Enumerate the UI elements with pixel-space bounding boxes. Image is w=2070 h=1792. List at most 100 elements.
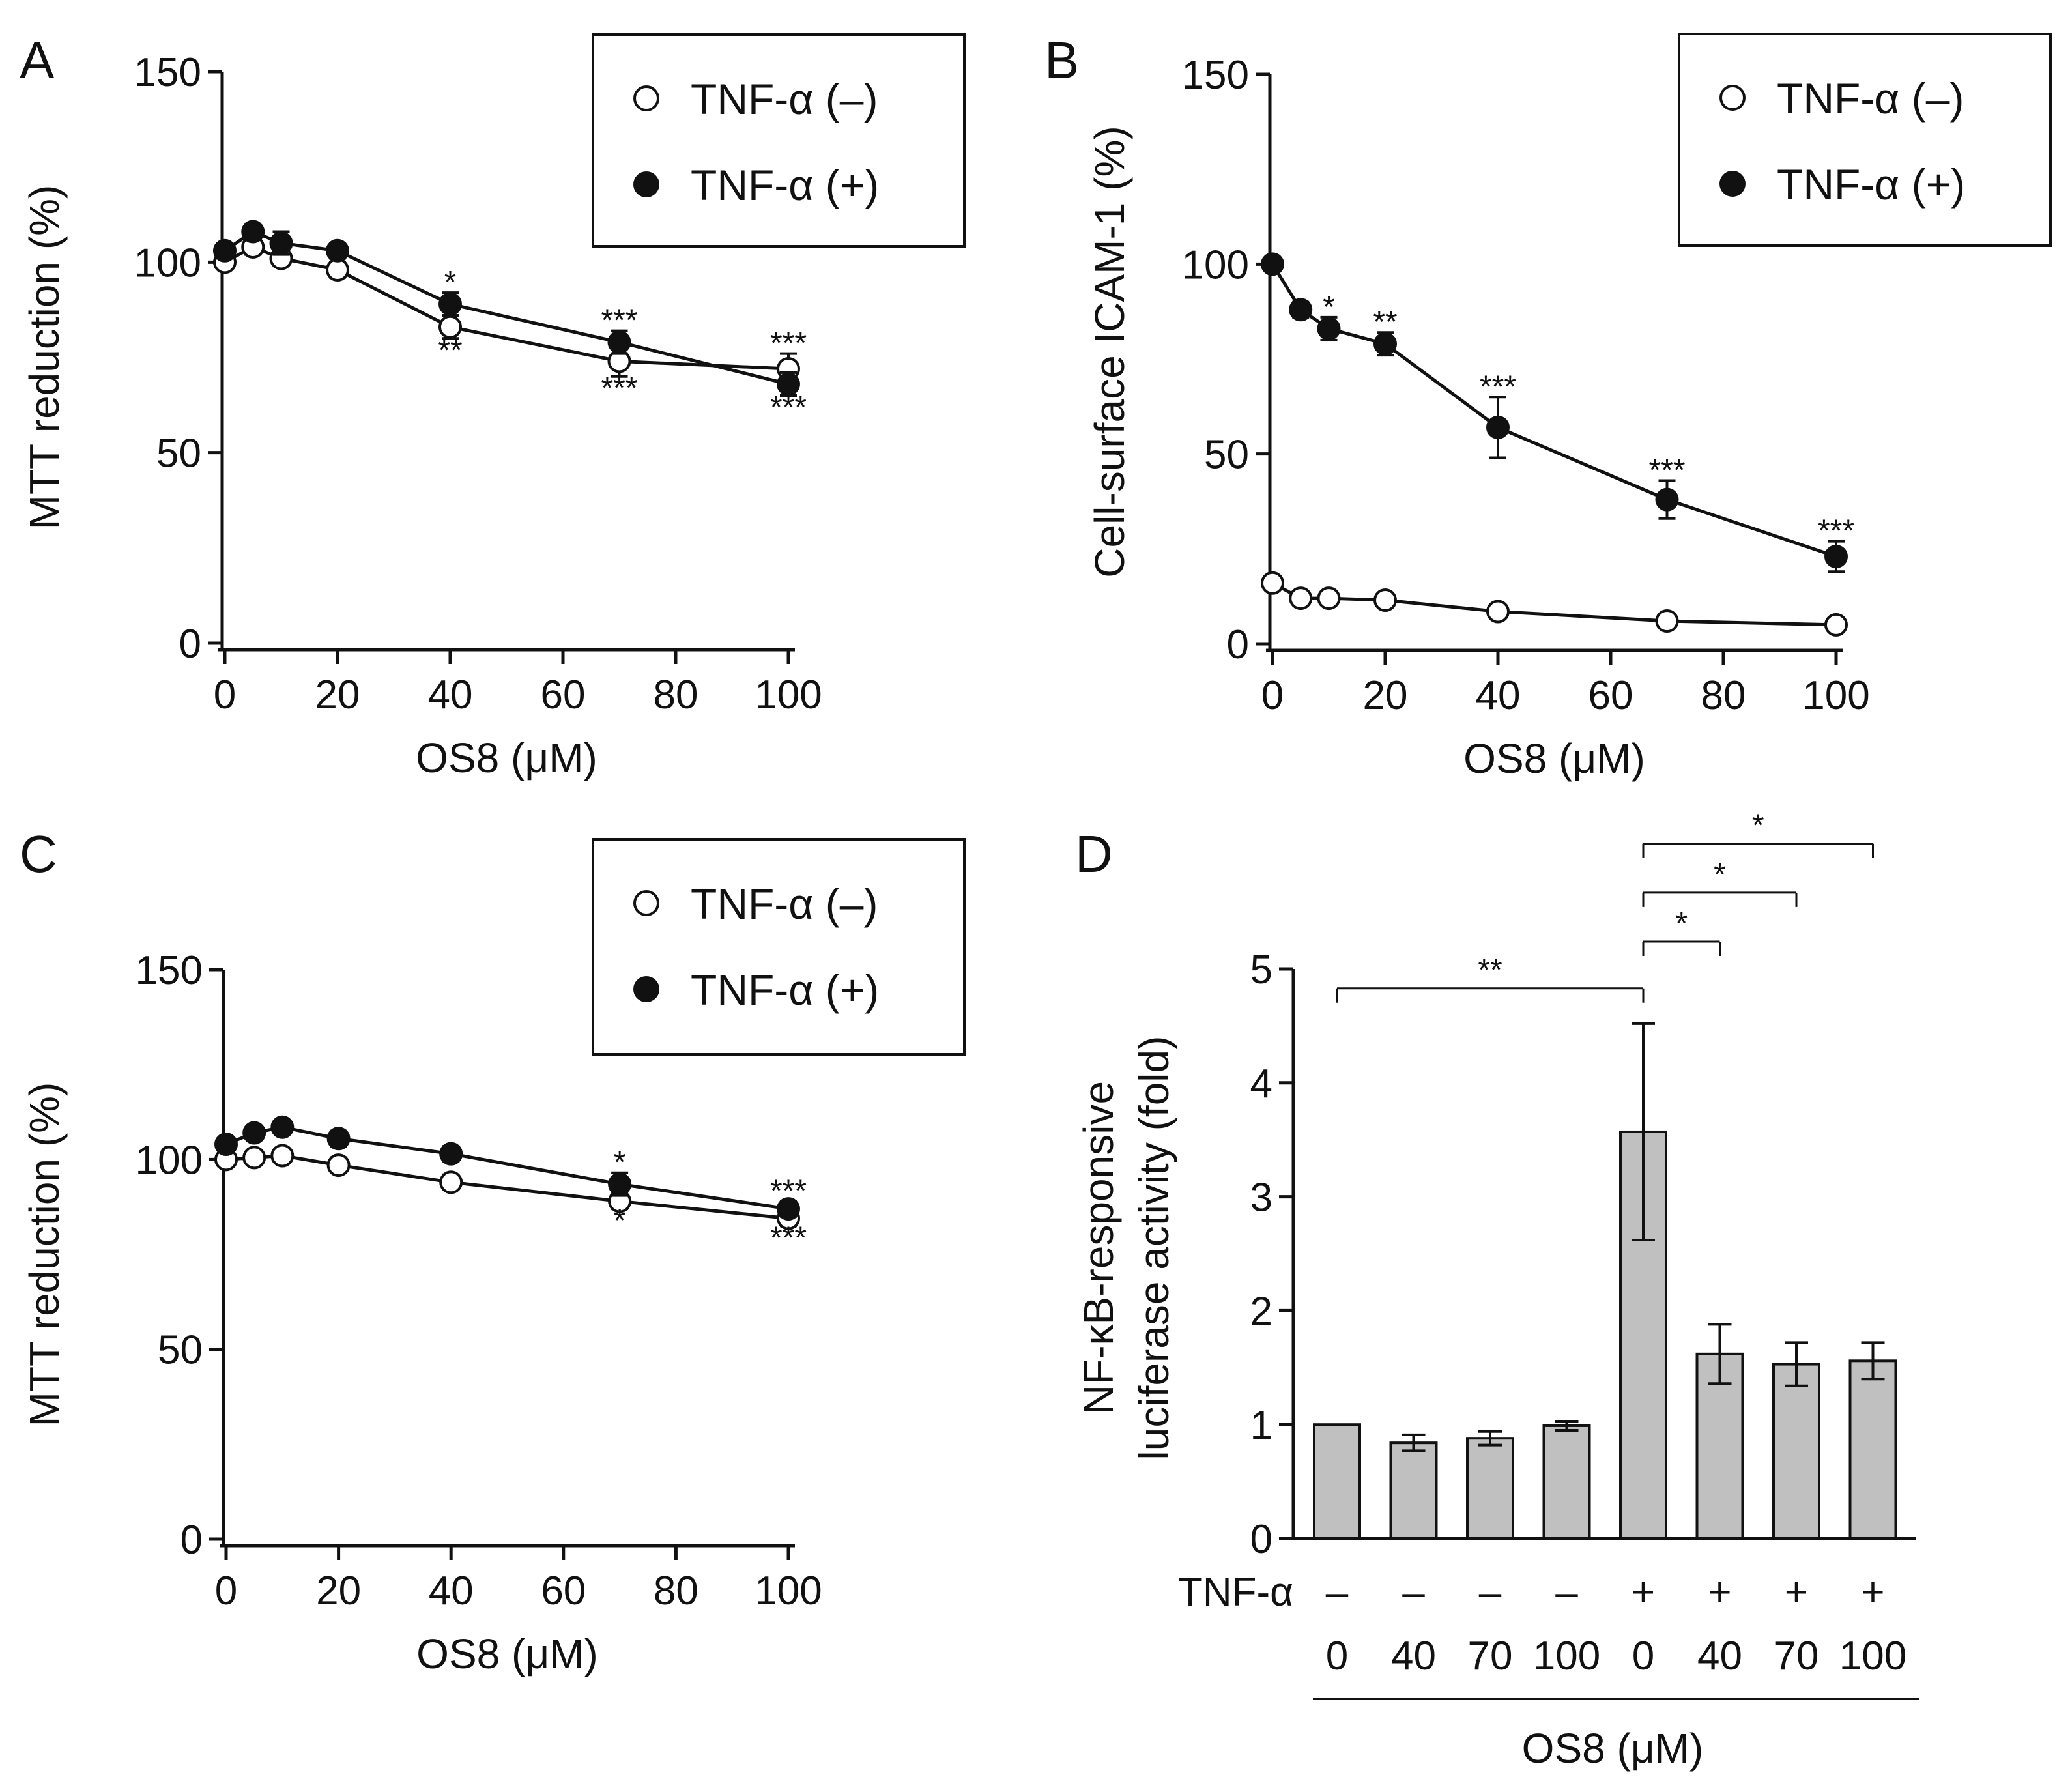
x-tick-label: 0 bbox=[214, 672, 236, 717]
data-point-tnf-minus bbox=[1373, 588, 1397, 612]
data-point-tnf-plus bbox=[1373, 332, 1397, 356]
panel-C-letter: C bbox=[20, 825, 57, 883]
panel-a-line-chart: 0 50 100 150 0 20 40 60 80 100 OS8 (μM) MTT reducti… bbox=[21, 33, 966, 781]
significance-marker: * bbox=[1323, 290, 1335, 325]
bar bbox=[1848, 1359, 1897, 1540]
legend-box bbox=[592, 33, 966, 248]
significance-marker: *** bbox=[1480, 369, 1516, 404]
os8-concentration: 0 bbox=[1326, 1634, 1348, 1679]
panel-c-line-chart: 0 50 100 150 0 20 40 60 80 100 OS8 (μM) MTT reducti… bbox=[21, 838, 966, 1677]
x-axis-label: OS8 (μM) bbox=[416, 1630, 598, 1677]
y-axis-label: MTT reduction (%) bbox=[21, 185, 68, 530]
tnf-sign: – bbox=[1479, 1570, 1502, 1615]
y-axis-label: MTT reduction (%) bbox=[21, 1082, 68, 1427]
data-point-tnf-plus bbox=[777, 372, 800, 396]
tnf-sign: – bbox=[1555, 1570, 1578, 1615]
panel-A-letter: A bbox=[20, 31, 55, 89]
bar bbox=[1542, 1424, 1591, 1540]
os8-concentration: 40 bbox=[1391, 1634, 1436, 1679]
data-point-tnf-minus bbox=[1655, 609, 1679, 633]
y-axis-label-line-1: NF-κB-responsive bbox=[1075, 1081, 1122, 1415]
legend-label: TNF-α (–) bbox=[1777, 74, 1964, 123]
data-point-tnf-minus bbox=[1824, 613, 1848, 637]
panel-D-letter: D bbox=[1075, 825, 1113, 883]
x-tick-label: 100 bbox=[755, 1568, 822, 1613]
y-tick-label: 150 bbox=[134, 50, 201, 95]
os8-concentration: 0 bbox=[1632, 1634, 1654, 1679]
os8-concentration: 70 bbox=[1468, 1634, 1513, 1679]
data-point-tnf-plus bbox=[1486, 415, 1510, 439]
significance-marker: * bbox=[614, 1204, 626, 1238]
x-tick-label: 20 bbox=[315, 672, 360, 717]
legend-marker-tnf-minus bbox=[633, 890, 659, 916]
x-axis-label: OS8 (μM) bbox=[1463, 735, 1645, 782]
os8-concentration: 40 bbox=[1697, 1634, 1742, 1679]
data-point-tnf-plus bbox=[608, 1172, 632, 1196]
bar bbox=[1389, 1441, 1438, 1540]
panel-b-line-chart: 0 50 100 150 0 20 40 60 80 100 OS8 (μM) Cell-surfac… bbox=[1086, 33, 2052, 782]
x-tick-label: 100 bbox=[1802, 673, 1869, 718]
significance-marker: * bbox=[444, 265, 457, 300]
os8-concentration: 100 bbox=[1533, 1634, 1600, 1679]
y-tick-label: 5 bbox=[1250, 947, 1272, 992]
legend-marker-tnf-minus bbox=[633, 85, 659, 111]
y-tick-label: 0 bbox=[179, 622, 201, 667]
y-tick-label: 0 bbox=[1250, 1517, 1272, 1562]
data-point-tnf-minus bbox=[242, 1146, 266, 1170]
y-tick-label: 150 bbox=[136, 948, 203, 993]
data-point-tnf-plus bbox=[242, 1121, 266, 1145]
data-point-tnf-plus bbox=[438, 292, 462, 316]
x-axis-label: OS8 (μM) bbox=[1522, 1725, 1704, 1772]
y-tick-label: 150 bbox=[1182, 53, 1249, 98]
data-point-tnf-plus bbox=[241, 220, 265, 244]
data-point-tnf-minus bbox=[1261, 571, 1284, 595]
significance-marker: ** bbox=[1373, 305, 1397, 340]
legend-marker-tnf-plus bbox=[633, 976, 659, 1002]
tnf-sign: + bbox=[1861, 1570, 1884, 1615]
data-point-tnf-plus bbox=[269, 231, 293, 255]
bar bbox=[1313, 1423, 1361, 1540]
data-point-tnf-plus bbox=[214, 1133, 238, 1157]
legend-marker-tnf-plus bbox=[633, 171, 659, 197]
x-tick-label: 60 bbox=[541, 1568, 586, 1613]
data-point-tnf-minus bbox=[326, 258, 349, 282]
x-tick-label: 60 bbox=[541, 672, 586, 717]
significance-marker: *** bbox=[770, 1221, 807, 1255]
panel-d-bar-chart: 0 1 2 3 4 5 NF-κB-responsive luciferase activit… bbox=[1075, 809, 1919, 1772]
data-point-tnf-plus bbox=[1655, 487, 1679, 512]
data-point-tnf-plus bbox=[326, 1127, 351, 1151]
legend-marker-tnf-minus bbox=[1719, 85, 1746, 111]
x-tick-label: 40 bbox=[428, 672, 473, 717]
significance-marker: *** bbox=[770, 1174, 807, 1208]
y-tick-label: 3 bbox=[1250, 1176, 1272, 1221]
legend-box bbox=[592, 838, 966, 1056]
data-point-tnf-minus bbox=[326, 1153, 351, 1178]
data-point-tnf-plus bbox=[439, 1142, 463, 1166]
data-point-tnf-minus bbox=[439, 1170, 463, 1194]
significance-marker: * bbox=[1714, 858, 1726, 892]
legend-label: TNF-α (+) bbox=[691, 161, 879, 209]
significance-marker: * bbox=[1675, 906, 1688, 941]
y-tick-label: 100 bbox=[1182, 242, 1249, 287]
y-tick-label: 50 bbox=[1204, 433, 1249, 478]
data-point-tnf-minus bbox=[1317, 586, 1341, 611]
significance-marker: *** bbox=[1648, 453, 1685, 487]
tnf-sign: – bbox=[1326, 1570, 1349, 1615]
tnf-row-label: TNF-α bbox=[1178, 1570, 1293, 1615]
x-tick-label: 80 bbox=[1701, 673, 1746, 718]
significance-marker: *** bbox=[770, 390, 807, 425]
data-point-tnf-plus bbox=[607, 330, 631, 354]
x-tick-label: 40 bbox=[429, 1568, 474, 1613]
os8-concentration: 70 bbox=[1774, 1634, 1819, 1679]
x-tick-label: 80 bbox=[654, 1568, 698, 1613]
y-tick-label: 0 bbox=[180, 1518, 203, 1563]
data-point-tnf-plus bbox=[777, 1197, 800, 1221]
bar bbox=[1466, 1437, 1514, 1540]
legend-label: TNF-α (–) bbox=[691, 880, 878, 928]
significance-marker: ** bbox=[438, 333, 462, 368]
x-tick-label: 60 bbox=[1588, 673, 1633, 718]
x-tick-label: 0 bbox=[215, 1568, 237, 1613]
tnf-sign: + bbox=[1708, 1570, 1731, 1615]
y-tick-label: 50 bbox=[158, 1328, 203, 1373]
